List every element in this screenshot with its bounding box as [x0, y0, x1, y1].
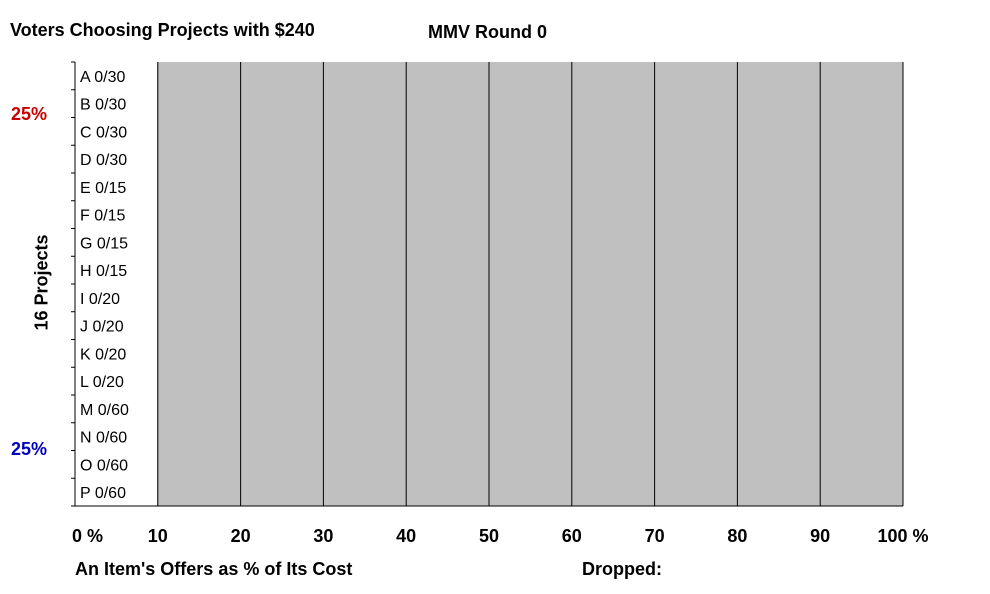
x-tick-label: 10 [148, 526, 168, 546]
category-label: C 0/30 [80, 124, 127, 141]
category-label: J 0/20 [80, 319, 124, 336]
round-label: MMV Round 0 [428, 22, 547, 42]
x-tick-label: 100 % [877, 526, 928, 546]
category-label: E 0/15 [80, 180, 126, 197]
category-label: O 0/60 [80, 457, 128, 474]
category-label: K 0/20 [80, 346, 126, 363]
category-label: A 0/30 [80, 69, 125, 86]
dropped-label: Dropped: [582, 559, 662, 579]
category-label: L 0/20 [80, 374, 124, 391]
bottom-percent-label: 25% [11, 439, 48, 459]
x-tick-label: 40 [396, 526, 416, 546]
category-label: G 0/15 [80, 235, 128, 252]
category-label: D 0/30 [80, 152, 127, 169]
x-tick-label: 70 [645, 526, 665, 546]
x-tick-label: 60 [562, 526, 582, 546]
category-label-column [75, 62, 157, 506]
x-tick-label: 30 [313, 526, 333, 546]
x-tick-label: 90 [810, 526, 830, 546]
plot-area [157, 62, 903, 506]
category-label: H 0/15 [80, 263, 127, 280]
x-tick-label: 50 [479, 526, 499, 546]
x-axis-label: An Item's Offers as % of Its Cost [75, 559, 353, 579]
category-label: I 0/20 [80, 291, 120, 308]
top-percent-label: 25% [11, 104, 48, 124]
category-label: N 0/60 [80, 430, 127, 447]
x-tick-label: 80 [727, 526, 747, 546]
category-label: F 0/15 [80, 208, 125, 225]
category-label: P 0/60 [80, 485, 126, 502]
x-tick-label: 0 % [72, 526, 103, 546]
category-label: M 0/60 [80, 402, 129, 419]
chart-title: Voters Choosing Projects with $240 [10, 20, 315, 40]
category-label: B 0/30 [80, 97, 126, 114]
x-tick-label: 20 [231, 526, 251, 546]
